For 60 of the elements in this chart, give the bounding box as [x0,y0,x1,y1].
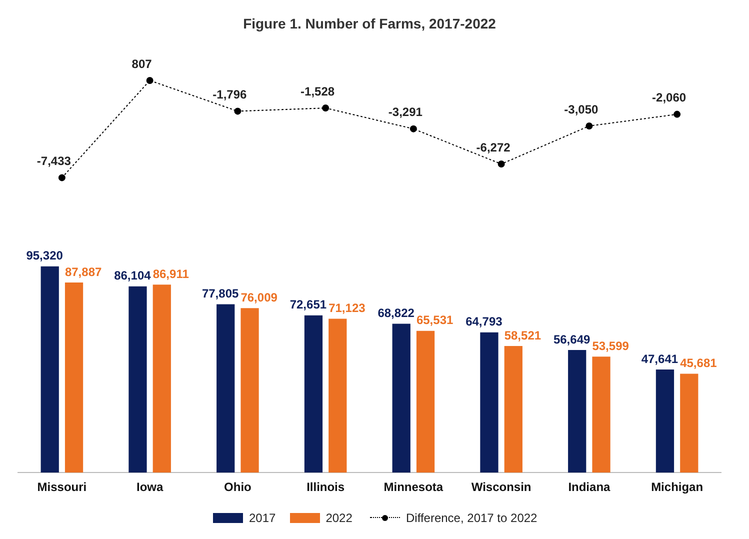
data-label: 64,793 [466,314,503,329]
bar [128,286,147,473]
legend-label: 2017 [249,511,276,525]
data-label: 76,009 [240,290,278,304]
bar [656,370,674,473]
bar [240,308,259,473]
x-tick-label: Minnesota [384,480,444,494]
point [586,122,593,130]
data-label: 45,681 [680,356,718,370]
data-label: -3,050 [564,102,599,116]
x-tick-label: Iowa [136,480,164,494]
data-label: 87,887 [64,264,102,279]
bar [480,332,498,473]
data-label: 86,104 [114,268,152,283]
data-label: 807 [132,56,152,71]
point [322,104,330,112]
x-tick-label: Indiana [568,480,611,494]
data-label: -1,796 [212,88,248,102]
data-label: 56,649 [553,332,590,346]
bar [328,318,347,473]
data-label: 77,805 [202,286,239,301]
data-label: -2,060 [652,90,686,105]
data-label: -7,433 [36,154,72,168]
data-label: 95,320 [26,248,64,263]
point [234,108,242,115]
bar [40,266,59,473]
bar [216,304,235,473]
data-label: 58,521 [504,328,542,342]
data-label: -6,272 [476,140,511,154]
x-tick-label: Michigan [651,480,704,494]
bar [504,346,522,473]
chart-title: Figure 1. Number of Farms, 2017-2022 [243,15,496,32]
point [674,110,681,118]
x-tick-label: Missouri [37,480,87,494]
bar [304,315,323,473]
x-tick-label: Illinois [306,480,345,494]
point [146,76,154,84]
data-label: 65,531 [416,313,454,328]
data-label: 68,822 [378,306,415,320]
bar [64,282,84,473]
data-label: 53,599 [592,338,630,353]
data-label: 72,651 [290,298,327,312]
data-label: -1,528 [300,84,335,98]
bar [392,324,410,473]
bar [152,284,171,473]
bar [416,330,435,473]
bar [592,356,610,473]
point [58,174,66,182]
x-tick-label: Ohio [224,480,252,494]
bar [680,374,698,473]
bar [568,350,586,473]
data-label: 47,641 [641,352,678,366]
legend-label: 2022 [326,511,352,525]
data-label: -3,291 [388,105,423,120]
x-tick-label: Wisconsin [471,480,532,494]
data-label: 71,123 [328,301,366,316]
point [410,125,417,132]
point [498,160,505,168]
data-label: 86,911 [152,266,190,281]
legend-label: Difference, 2017 to 2022 [406,511,538,525]
